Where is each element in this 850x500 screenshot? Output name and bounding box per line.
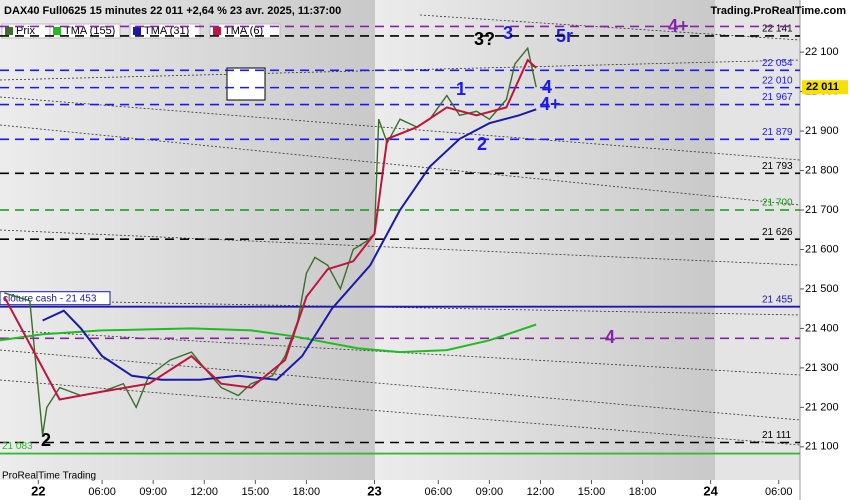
level-label: 21 455 (762, 294, 793, 305)
legend-box (129, 23, 201, 39)
y-tick-label: 21 400 (805, 322, 839, 334)
legend-label: TMA (31) (144, 25, 189, 37)
y-tick-label: 21 700 (805, 204, 839, 216)
level-label: 21 879 (762, 127, 793, 138)
annotation: 4+ (540, 94, 561, 114)
legend-label: TMA (155) (64, 25, 115, 37)
annotation: 4 (605, 327, 615, 347)
legend-label: Prix (16, 25, 35, 37)
x-tick-label: 18:00 (629, 486, 657, 498)
y-tick-label: 22 100 (805, 46, 839, 58)
y-tick-label: 21 900 (805, 125, 839, 137)
level-label: 21 793 (762, 161, 793, 172)
cash-label: clôture cash - 21 453 (3, 293, 97, 304)
x-tick-label: 15:00 (242, 486, 270, 498)
x-tick-label: 06:00 (765, 486, 793, 498)
x-tick-label: 09:00 (139, 486, 167, 498)
legend-label: TMA (6) (224, 25, 263, 37)
legend-swatch (133, 27, 141, 35)
y-tick-label: 21 300 (805, 362, 839, 374)
level-label: 21 111 (762, 430, 792, 441)
annotation: 4 (542, 77, 552, 97)
level-label: 22 010 (762, 75, 793, 86)
y-tick-label: 21 100 (805, 441, 839, 453)
price-label: 22 011 (806, 81, 839, 93)
footer: ProRealTime Trading (2, 471, 96, 482)
box (226, 67, 266, 101)
x-tick-label: 09:00 (476, 486, 504, 498)
legend-box (49, 23, 121, 39)
price-label-box (802, 80, 848, 95)
annotation: 1 (456, 79, 466, 99)
trend-lines (0, 14, 801, 446)
x-axis-bg (0, 480, 800, 500)
legend-box (209, 23, 281, 39)
y-tick-label: 21 500 (805, 283, 839, 295)
level-label: 21 967 (762, 92, 793, 103)
x-tick-label: 12:00 (190, 486, 218, 498)
source: Trading.ProRealTime.com (710, 5, 846, 17)
series-line (3, 58, 537, 401)
legend-swatch (213, 27, 221, 35)
annotation: 3 (503, 23, 513, 43)
level-label: 22 054 (762, 58, 793, 69)
legend-swatch (5, 27, 13, 35)
cash-label-box (0, 291, 111, 306)
x-tick-label: 06:00 (425, 486, 453, 498)
annotation: 5r (556, 26, 573, 46)
level-label: 21 626 (762, 227, 793, 238)
y-tick-label: 21 600 (805, 243, 839, 255)
legend: Prix TMA (155) TMA (31) TMA (6) (1, 23, 281, 39)
x-tick-label: 24 (703, 483, 718, 498)
series-line (42, 108, 537, 381)
annotation: 3? (474, 29, 495, 49)
x-tick-label: 22 (31, 483, 45, 498)
x-tick-label: 18:00 (293, 486, 321, 498)
y-tick-label: 21 200 (805, 401, 839, 413)
level-label: 22 141 (762, 24, 793, 35)
x-tick-label: 15:00 (578, 486, 606, 498)
x-tick-label: 12:00 (527, 486, 555, 498)
y-tick-label: 21 800 (805, 164, 839, 176)
annotation: 2 (41, 430, 51, 450)
x-tick-label: 06:00 (88, 486, 116, 498)
chart-title: DAX40 Full0625 15 minutes 22 011 +2,64 %… (4, 5, 341, 17)
level-label: 21 700 (762, 198, 793, 209)
x-tick-label: 23 (367, 483, 381, 498)
level-label: 21 083 (2, 441, 33, 452)
legend-swatch (53, 27, 61, 35)
annotation: 2 (477, 134, 487, 154)
